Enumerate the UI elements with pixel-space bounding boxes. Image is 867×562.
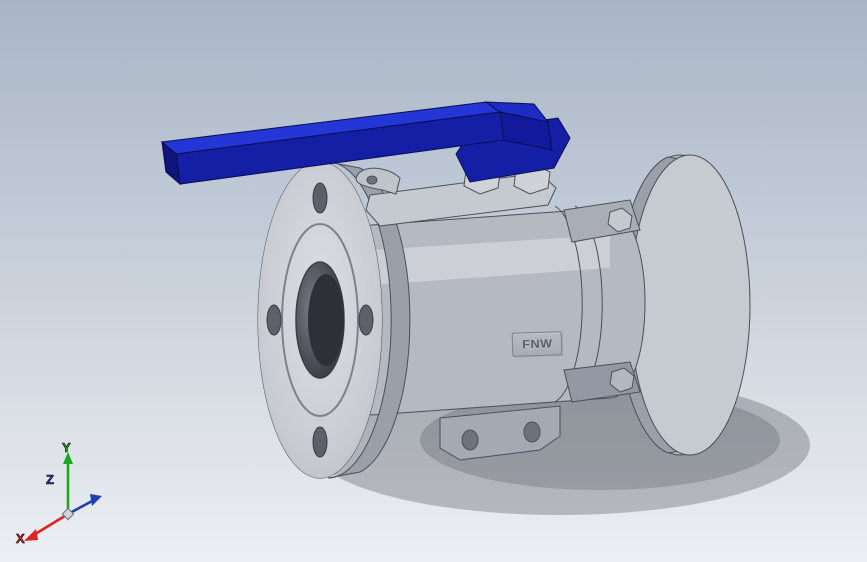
triad-axes: [18, 444, 118, 544]
brand-badge-text: FNW: [522, 336, 553, 351]
axis-label-z: Z: [46, 472, 54, 487]
brand-badge: FNW: [512, 331, 563, 357]
cad-viewport[interactable]: FNW Y X Z: [0, 0, 867, 562]
view-triad[interactable]: Y X Z: [18, 444, 118, 544]
model-render[interactable]: [0, 0, 867, 562]
axis-label-x: X: [16, 531, 25, 546]
axis-label-y: Y: [62, 440, 71, 455]
flange-left: [258, 162, 382, 478]
